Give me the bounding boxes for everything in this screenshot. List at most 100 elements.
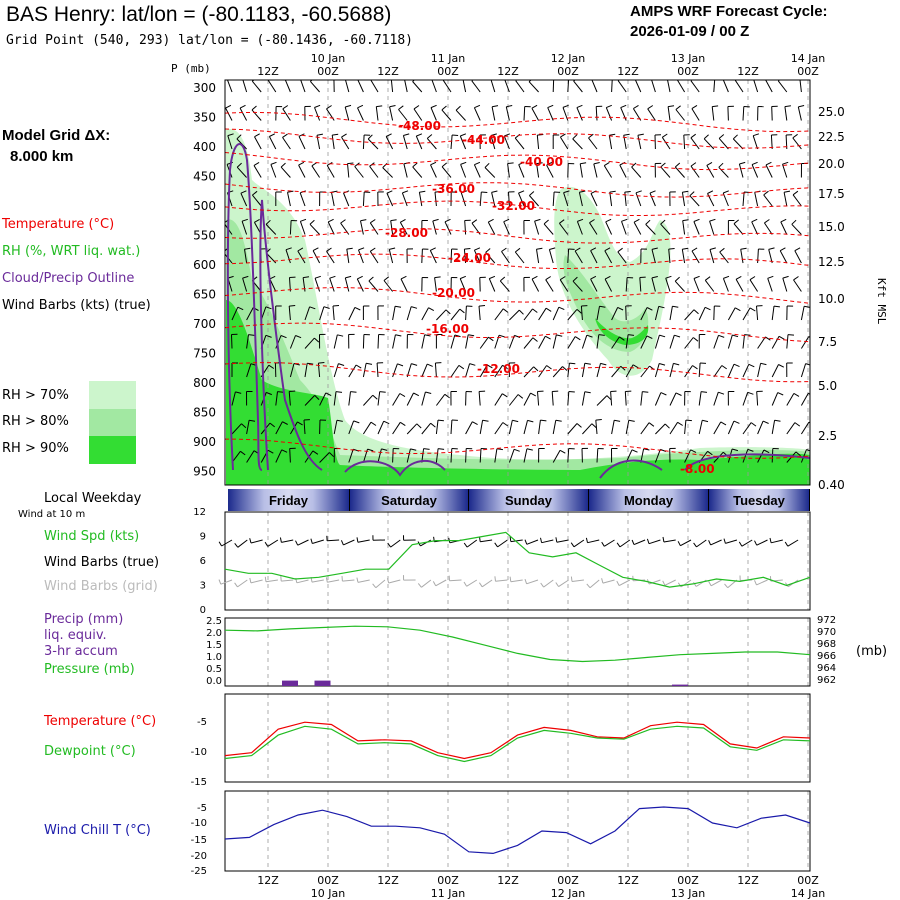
legend-rh80: RH > 80% <box>2 414 69 429</box>
p-axis-title: P (mb) <box>171 62 211 75</box>
bottom-date-label: 12 Jan <box>551 887 585 900</box>
wind-barb <box>227 133 234 150</box>
wind-barb <box>346 247 353 264</box>
wind-barb <box>757 449 770 463</box>
wind-barb <box>754 190 761 207</box>
wind-barb <box>319 191 326 207</box>
wind-barb <box>596 305 606 321</box>
wind-barb <box>742 334 751 349</box>
wind-barb <box>503 133 510 150</box>
main-frame <box>224 79 811 486</box>
wind-barb <box>299 218 307 235</box>
wind-barbs-grid-label: Wind Barbs (grid) <box>44 579 158 594</box>
wind-barb <box>479 419 489 435</box>
wind-barb <box>589 219 598 235</box>
wind-barb <box>415 133 423 150</box>
wind-barb <box>742 422 757 435</box>
wind-barb <box>289 220 298 235</box>
wind-barb <box>771 305 780 321</box>
wind-barb <box>392 393 406 406</box>
wind-barb <box>625 364 639 378</box>
panel-wind-barb <box>769 537 783 544</box>
isotherm-line <box>225 228 810 244</box>
wind-barb <box>783 190 791 207</box>
precip-bar <box>314 680 331 686</box>
wind-barb <box>792 190 802 207</box>
pressure-tick: 900 <box>193 435 216 449</box>
wind-barb <box>435 419 444 435</box>
wind-barb <box>604 247 613 264</box>
wind-barb <box>329 275 336 292</box>
wind-barb <box>579 162 587 178</box>
wind-barb <box>691 247 700 264</box>
panel-wind-barb <box>463 539 478 548</box>
wind-barb <box>742 106 750 121</box>
wind-barb <box>377 448 388 463</box>
wind-barb <box>282 105 291 121</box>
wind-barb <box>398 105 408 121</box>
wind-barb <box>360 219 367 235</box>
wind-barb <box>459 133 467 150</box>
wind-barb <box>722 190 729 207</box>
panel-wind-barb <box>616 539 631 548</box>
wind-barb <box>312 247 321 264</box>
panel-wind-barb <box>403 535 416 541</box>
pressure-right-tick: 964 <box>817 663 836 674</box>
wind-barb <box>625 305 632 321</box>
wind-barb <box>421 391 432 406</box>
wind-barb <box>298 161 306 178</box>
wind-barb <box>693 275 700 292</box>
wind-barb <box>536 162 543 178</box>
legend-wind-barbs: Wind Barbs (kts) (true) <box>2 298 151 313</box>
panel-wind-barb <box>646 538 661 545</box>
wind-barb <box>289 276 296 292</box>
wind-barb <box>450 277 458 292</box>
wind-barb <box>763 190 773 207</box>
wind-barb <box>633 218 642 235</box>
wind-barb <box>596 334 605 349</box>
wind-barb <box>465 305 473 321</box>
wind-barb <box>376 362 384 378</box>
precip-tick: 0.5 <box>206 664 222 675</box>
panel-wind-barb <box>372 535 386 541</box>
windchill-tick: -5 <box>197 803 207 814</box>
wind-barb <box>654 334 666 349</box>
wind-barb <box>610 390 617 406</box>
top-hour-label: 12Z <box>497 65 519 78</box>
wind-barb <box>494 308 509 321</box>
wind-barb <box>709 218 716 235</box>
rh80-swatch <box>89 409 136 436</box>
wind-barb <box>450 248 458 264</box>
wind-barb <box>698 334 706 349</box>
wind-barb <box>567 336 581 349</box>
wind-frame <box>224 511 811 611</box>
wind-barb <box>392 334 402 349</box>
wind-barb <box>651 247 658 264</box>
wind-barb <box>479 336 494 349</box>
wind-barb <box>791 219 802 235</box>
wind-spd-tick: 6 <box>200 556 206 567</box>
wind-barb <box>377 305 384 321</box>
wind-barb <box>326 247 335 264</box>
wind-barb <box>404 80 408 93</box>
wind-barb <box>552 306 565 321</box>
wind-barb <box>348 333 355 349</box>
panel-wind-barb <box>218 539 233 547</box>
wind-spd-label: Wind Spd (kts) <box>44 529 140 544</box>
wind-barb <box>770 134 778 150</box>
wind-barb <box>649 190 656 207</box>
wind-barb <box>275 421 288 435</box>
panel-wind-barb <box>601 578 615 584</box>
panel-wind-barb <box>249 577 263 584</box>
wind-barb <box>605 104 613 121</box>
top-hour-label: 12Z <box>737 65 759 78</box>
wind-barb <box>742 307 756 321</box>
precip-label-1: Precip (mm) <box>44 612 124 627</box>
wind-barb <box>740 247 747 264</box>
wind-barb <box>684 365 698 378</box>
wind-barb <box>800 163 808 178</box>
wind-barb <box>523 419 534 435</box>
wind-barb <box>465 391 473 406</box>
panel-wind-barb <box>524 539 539 545</box>
wind-barb <box>332 305 340 321</box>
